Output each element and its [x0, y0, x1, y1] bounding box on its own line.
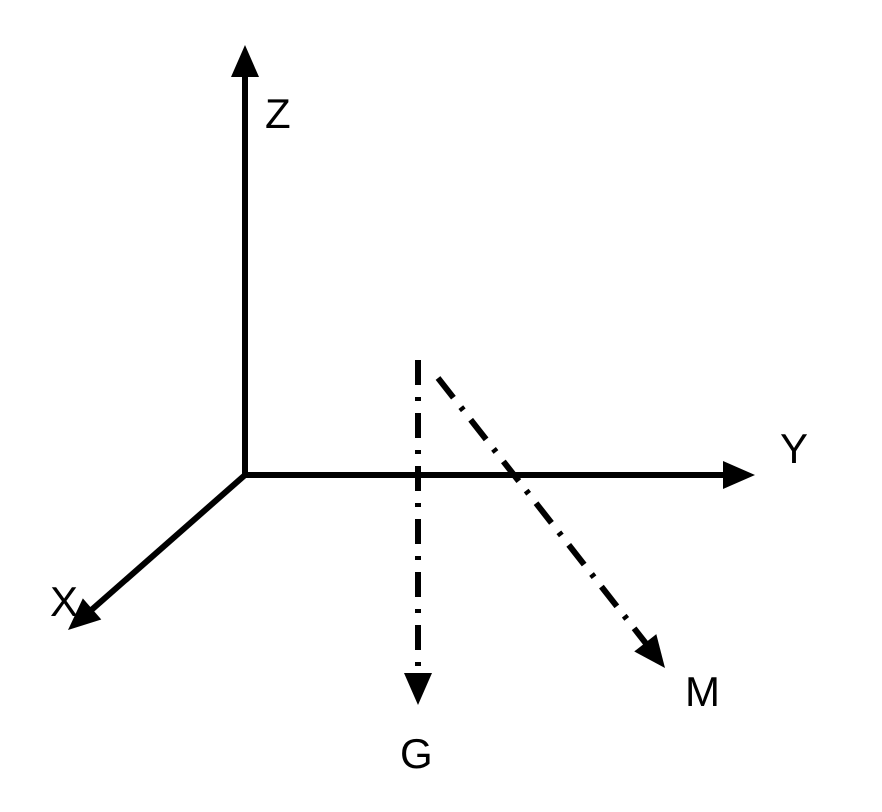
axis-X-line: [80, 475, 245, 620]
axes-group: [68, 45, 755, 705]
axis-M-line: [438, 378, 655, 655]
axis-G-arrowhead: [404, 673, 432, 705]
axis-X-label: X: [50, 578, 78, 626]
axis-Y-label: Y: [780, 425, 808, 473]
axis-Z-arrowhead: [231, 45, 259, 77]
axis-M-label: M: [685, 668, 720, 716]
axis-Y-arrowhead: [723, 461, 755, 489]
axis-G-label: G: [400, 730, 433, 778]
axis-Z-label: Z: [265, 90, 291, 138]
coordinate-system-diagram: [0, 0, 882, 812]
